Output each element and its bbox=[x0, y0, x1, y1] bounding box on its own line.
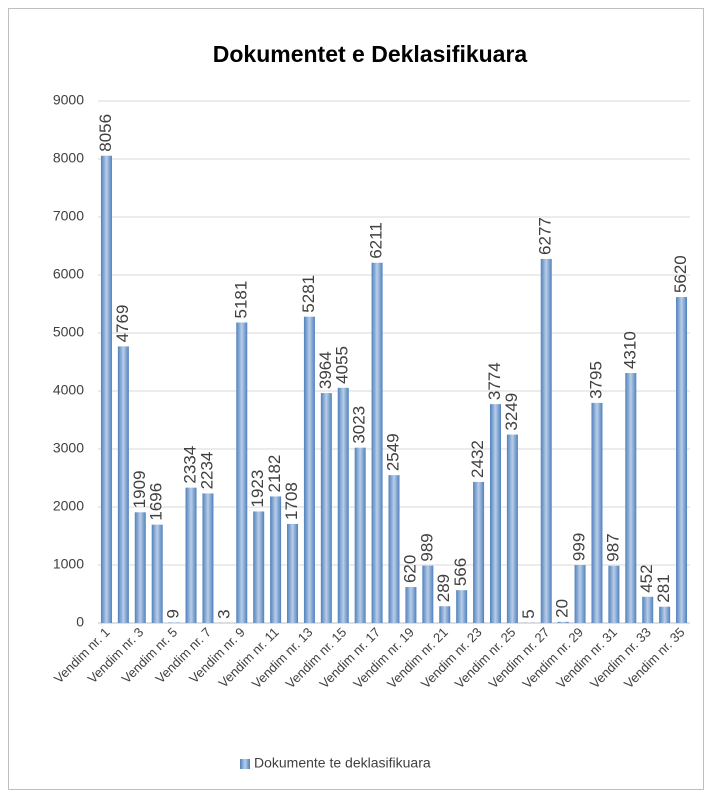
bar bbox=[303, 316, 315, 623]
bar bbox=[608, 565, 620, 623]
bar bbox=[439, 606, 451, 623]
data-label: 3023 bbox=[350, 406, 369, 444]
bar bbox=[642, 596, 654, 623]
bar bbox=[202, 493, 214, 623]
bar bbox=[270, 496, 282, 623]
bar bbox=[422, 565, 434, 623]
bar bbox=[100, 155, 112, 623]
data-label: 4055 bbox=[333, 346, 352, 384]
data-label: 3964 bbox=[316, 351, 335, 389]
data-label: 20 bbox=[553, 599, 572, 618]
bar bbox=[625, 373, 637, 623]
data-label: 5281 bbox=[299, 275, 318, 313]
bar bbox=[236, 322, 248, 623]
data-label: 2549 bbox=[383, 433, 402, 471]
bar bbox=[253, 511, 265, 623]
data-label: 452 bbox=[637, 564, 656, 592]
bar bbox=[574, 565, 586, 623]
bar bbox=[320, 393, 332, 623]
bar bbox=[134, 512, 146, 623]
data-label: 5181 bbox=[231, 281, 250, 319]
y-tick-label: 4000 bbox=[53, 382, 84, 398]
bar bbox=[151, 524, 163, 623]
y-tick-label: 2000 bbox=[53, 498, 84, 514]
bar bbox=[168, 622, 180, 623]
bar bbox=[659, 606, 671, 623]
data-label: 6211 bbox=[367, 222, 386, 259]
data-label: 6277 bbox=[536, 217, 555, 255]
bar bbox=[540, 258, 552, 623]
data-label: 9 bbox=[164, 609, 183, 618]
legend-label: Dokumente te deklasifikuara bbox=[254, 755, 431, 771]
bar bbox=[287, 523, 299, 623]
data-label: 999 bbox=[570, 533, 589, 561]
y-tick-label: 3000 bbox=[53, 440, 84, 456]
data-label: 2334 bbox=[181, 446, 200, 484]
data-label: 3249 bbox=[502, 393, 521, 431]
data-label: 3 bbox=[214, 609, 233, 618]
bar bbox=[405, 587, 417, 623]
data-label: 1696 bbox=[147, 483, 166, 521]
bar bbox=[354, 447, 366, 623]
data-label: 8056 bbox=[96, 114, 115, 152]
data-label: 1923 bbox=[248, 470, 267, 508]
data-label: 281 bbox=[654, 574, 673, 602]
bar bbox=[117, 346, 129, 623]
data-label: 2432 bbox=[468, 440, 487, 478]
data-label: 2182 bbox=[265, 455, 284, 493]
y-tick-label: 6000 bbox=[53, 266, 84, 282]
bar bbox=[456, 590, 468, 623]
data-label: 5620 bbox=[671, 255, 690, 293]
data-label: 3774 bbox=[485, 362, 504, 400]
bar bbox=[676, 297, 688, 623]
data-label: 1909 bbox=[130, 470, 149, 508]
bar bbox=[489, 404, 501, 623]
bar bbox=[506, 434, 518, 623]
bar bbox=[388, 475, 400, 623]
y-tick-label: 0 bbox=[76, 614, 84, 630]
y-tick-label: 7000 bbox=[53, 208, 84, 224]
y-tick-label: 9000 bbox=[53, 92, 84, 108]
bar bbox=[337, 387, 349, 623]
bar bbox=[591, 402, 603, 623]
data-label: 566 bbox=[451, 558, 470, 586]
data-label: 620 bbox=[400, 555, 419, 583]
data-label: 5 bbox=[519, 609, 538, 618]
data-label: 1708 bbox=[282, 482, 301, 520]
bar bbox=[473, 481, 485, 623]
data-label: 4769 bbox=[113, 305, 132, 343]
y-tick-label: 8000 bbox=[53, 150, 84, 166]
legend-marker bbox=[240, 759, 250, 769]
chart-title: Dokumentet e Deklasifikuara bbox=[213, 41, 528, 67]
bar bbox=[557, 621, 569, 623]
bar bbox=[371, 262, 383, 623]
data-label: 989 bbox=[417, 533, 436, 561]
bar bbox=[185, 487, 197, 623]
data-label: 4310 bbox=[620, 331, 639, 369]
data-label: 987 bbox=[603, 533, 622, 561]
y-tick-label: 1000 bbox=[53, 556, 84, 572]
y-tick-label: 5000 bbox=[53, 324, 84, 340]
data-label: 3795 bbox=[586, 361, 605, 399]
data-label: 2234 bbox=[197, 452, 216, 490]
data-label: 289 bbox=[434, 574, 453, 602]
